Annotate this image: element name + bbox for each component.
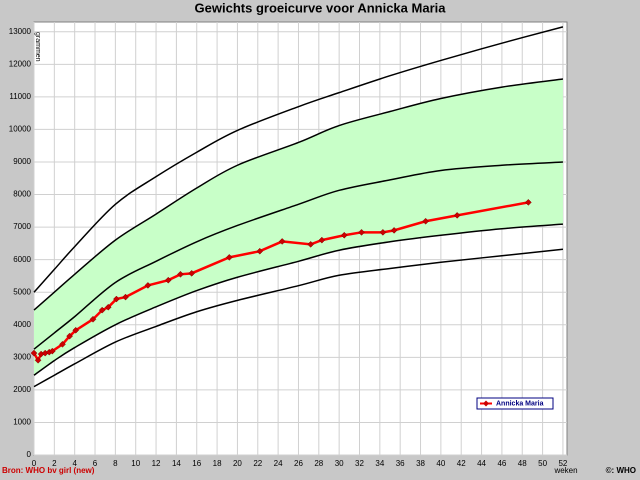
y-tick-label: 11000 [9, 92, 31, 101]
y-tick-label: 1000 [13, 418, 31, 427]
data-point [278, 238, 286, 245]
legend-box [476, 397, 554, 410]
y-tick-label: 6000 [13, 255, 31, 264]
y-tick-label: 2000 [13, 385, 31, 394]
y-tick-label: 9000 [13, 157, 31, 166]
x-tick-label: 48 [518, 459, 527, 468]
x-tick-label: 2 [52, 459, 57, 468]
data-point [48, 347, 56, 355]
data-point [89, 315, 97, 323]
percentile-curve [33, 248, 564, 388]
credit-note: ©: WHO [606, 466, 636, 475]
y-tick-label: 10000 [9, 125, 32, 134]
data-point [144, 282, 152, 289]
x-tick-label: 50 [538, 459, 547, 468]
percentile-curve [33, 161, 563, 350]
x-tick-label: 24 [274, 459, 283, 468]
x-tick-label: 6 [93, 459, 98, 468]
x-tick-label: 52 [558, 459, 567, 468]
x-tick-label: 8 [113, 459, 118, 468]
x-tick-label: 44 [477, 459, 486, 468]
legend-label: Annicka Maria [496, 400, 544, 407]
x-tick-label: 32 [355, 459, 364, 468]
data-point [34, 356, 42, 364]
y-tick-label: 5000 [13, 287, 31, 296]
percentile-curve [33, 223, 563, 376]
legend-marker [483, 400, 489, 407]
x-tick-label: 20 [233, 459, 242, 468]
x-tick-label: 30 [335, 459, 344, 468]
data-point [113, 295, 120, 303]
y-tick-label: 8000 [13, 190, 31, 199]
data-point [66, 332, 73, 340]
x-tick-label: 16 [192, 459, 201, 468]
x-tick-label: 40 [436, 459, 445, 468]
percentile-curve [33, 78, 564, 311]
data-point [422, 217, 429, 225]
data-point [307, 241, 315, 248]
x-tick-label: 26 [294, 459, 303, 468]
x-tick-label: 4 [72, 459, 77, 468]
y-axis-label: grammen [34, 32, 41, 62]
data-point [30, 349, 38, 357]
data-point [225, 254, 233, 261]
x-tick-label: 34 [375, 459, 384, 468]
x-tick-label: 38 [416, 459, 425, 468]
x-axis-label: weken [553, 466, 577, 475]
data-point [256, 247, 264, 255]
data-point [524, 199, 532, 206]
x-tick-label: 0 [32, 459, 37, 468]
percentile-curve [33, 26, 564, 293]
data-point [318, 236, 326, 244]
x-tick-label: 22 [253, 459, 262, 468]
x-tick-label: 12 [152, 459, 161, 468]
y-tick-label: 3000 [13, 352, 31, 361]
data-point [98, 306, 106, 314]
data-point [340, 231, 348, 239]
x-tick-label: 28 [314, 459, 323, 468]
y-tick-label: 0 [27, 450, 32, 459]
data-point [453, 212, 461, 219]
data-point [177, 270, 184, 278]
data-point [390, 227, 398, 234]
data-point [72, 326, 80, 334]
x-tick-label: 42 [457, 459, 466, 468]
data-point [122, 293, 129, 301]
x-tick-label: 14 [172, 459, 181, 468]
x-tick-label: 18 [213, 459, 222, 468]
y-tick-label: 12000 [9, 59, 32, 68]
data-point [188, 269, 196, 277]
x-tick-label: 36 [396, 459, 405, 468]
data-point [379, 228, 387, 236]
x-tick-label: 10 [131, 459, 140, 468]
x-tick-label: 46 [497, 459, 506, 468]
y-tick-label: 7000 [13, 222, 31, 231]
data-point [59, 340, 66, 348]
y-tick-label: 4000 [13, 320, 31, 329]
data-point [164, 276, 172, 284]
source-note: Bron: WHO bv girl (new) [2, 466, 95, 475]
chart-title: Gewichts groeicurve voor Annicka Maria [195, 0, 447, 15]
data-point [104, 303, 112, 311]
y-tick-label: 13000 [9, 27, 32, 36]
data-point [358, 228, 365, 236]
percentile-band [34, 78, 563, 376]
